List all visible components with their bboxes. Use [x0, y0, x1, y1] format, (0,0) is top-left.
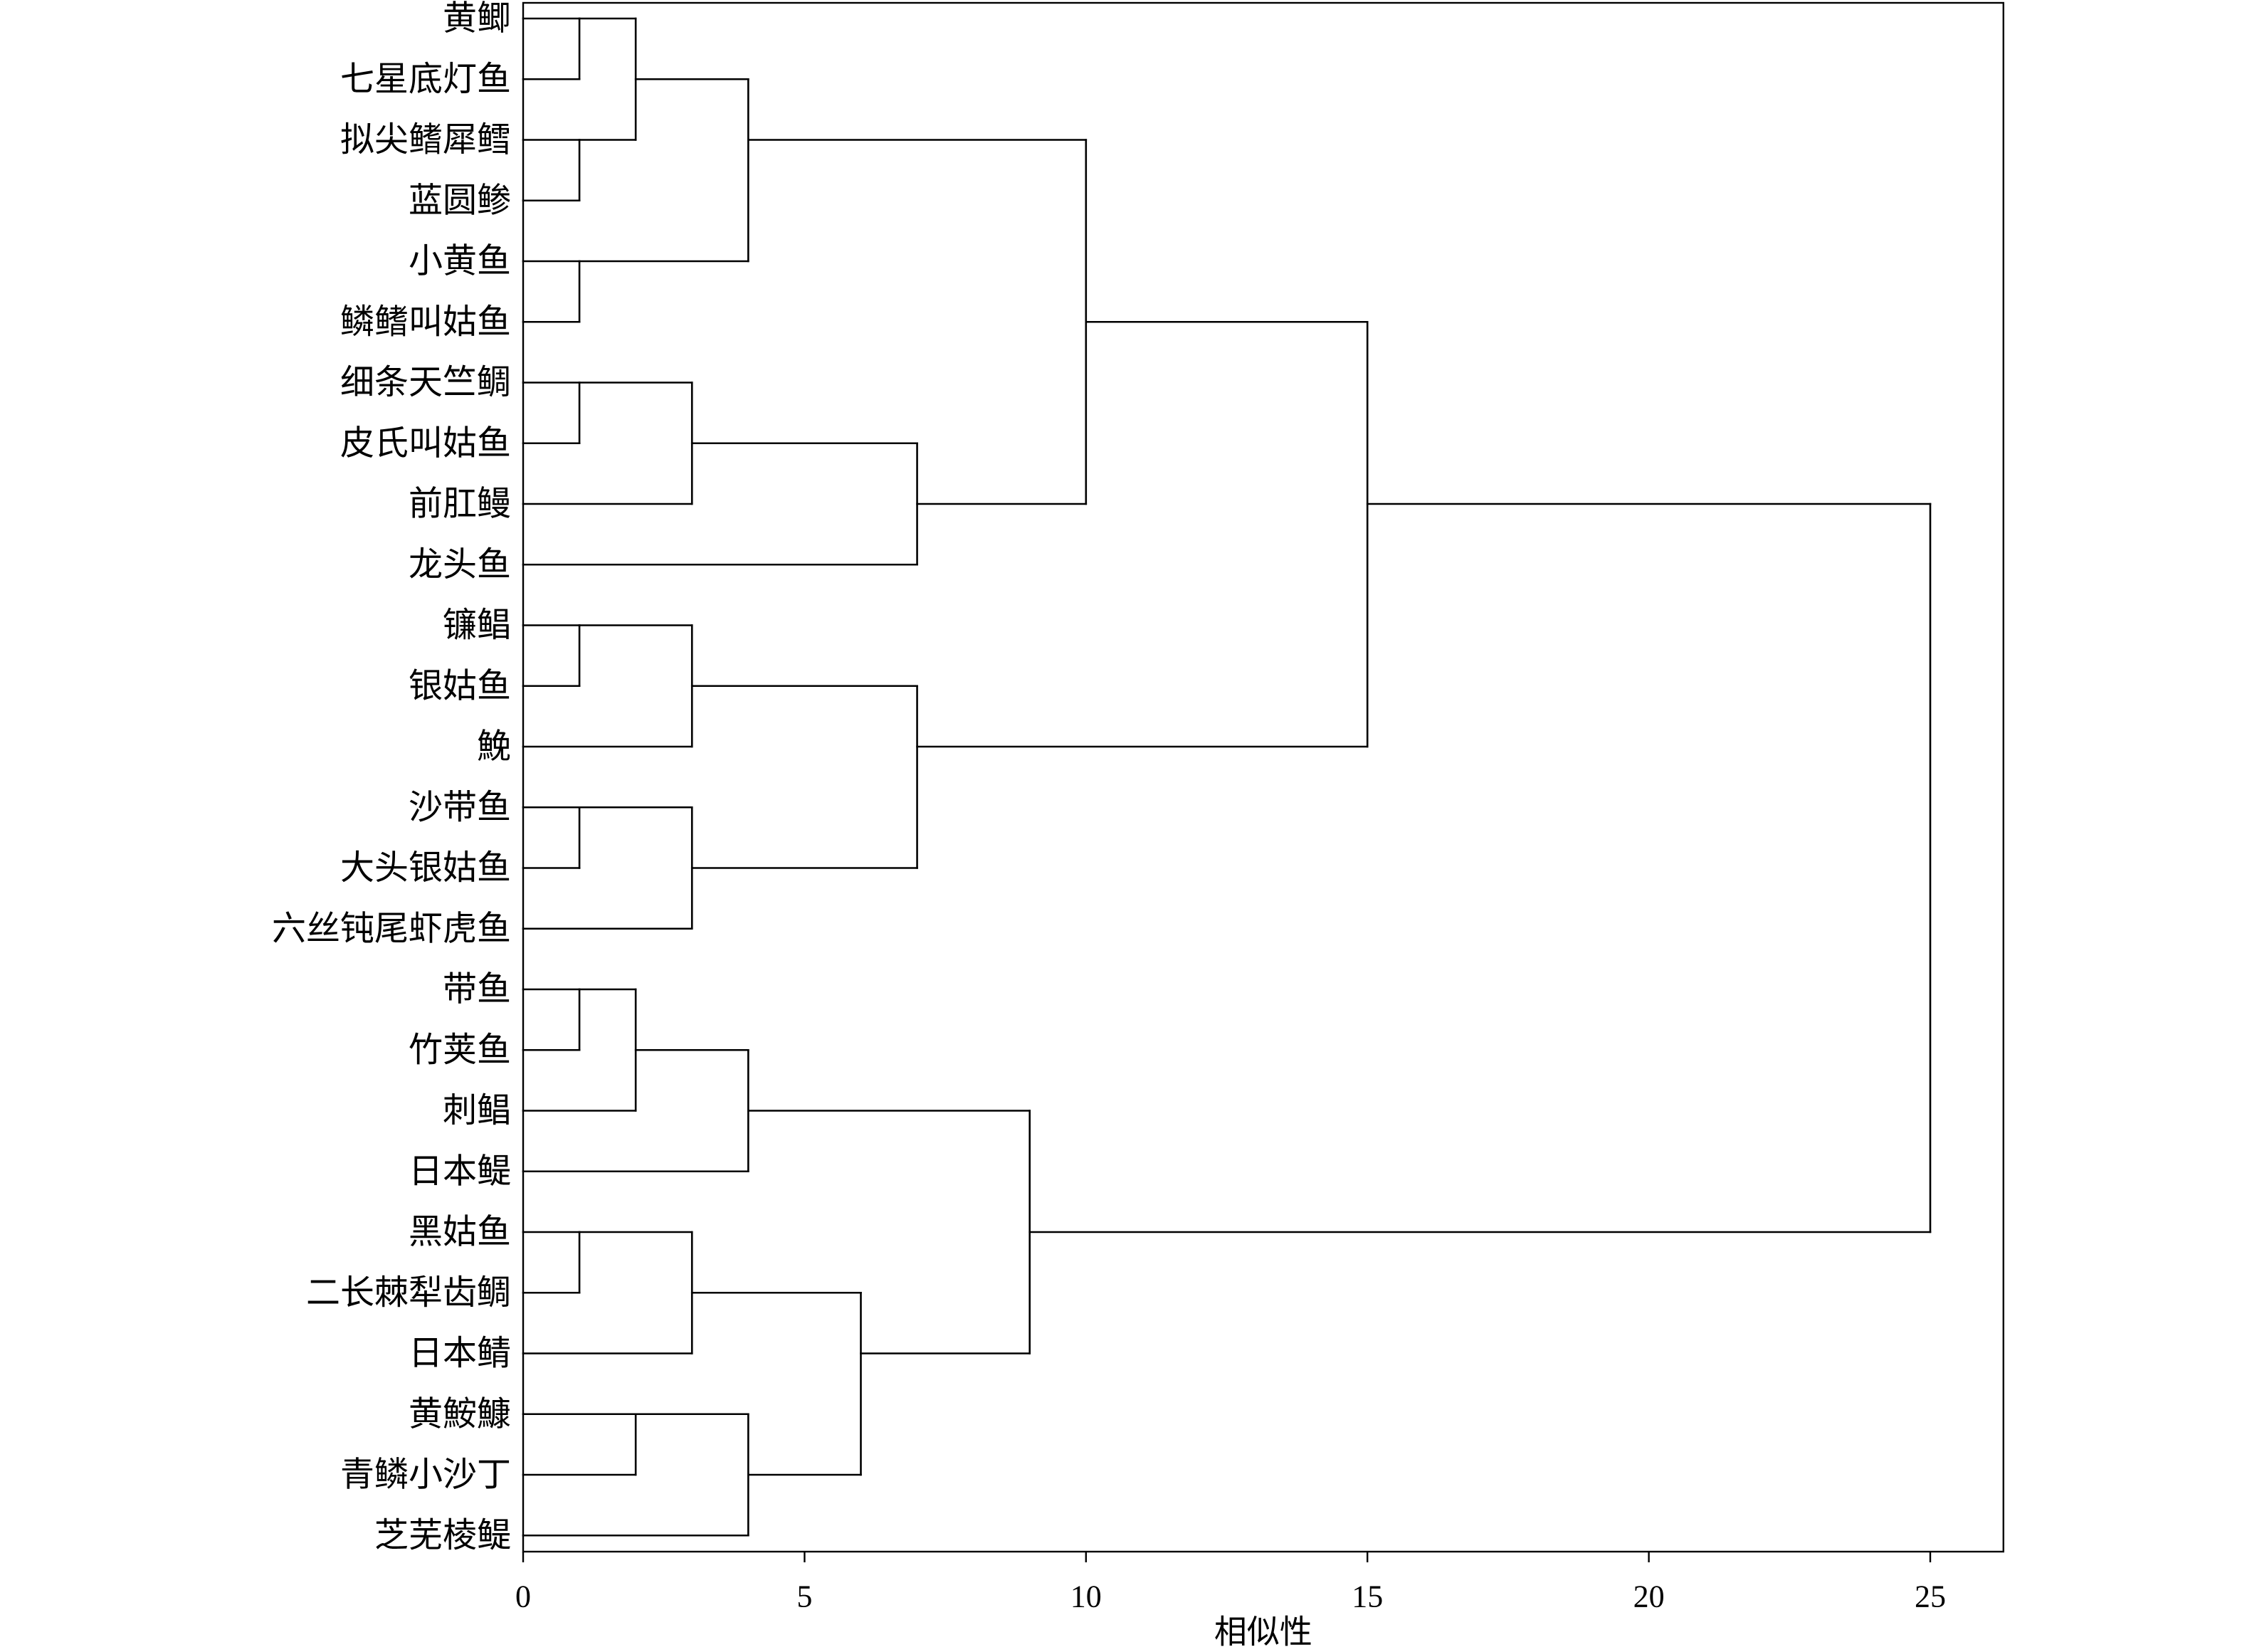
leaf-label: 二长棘犁齿鲷 [306, 1274, 511, 1312]
leaf-label: 日本鳀 [409, 1152, 511, 1190]
leaf-label: 芝芜棱鳀 [374, 1517, 511, 1554]
leaf-labels: 黄鲫七星底灯鱼拟尖鳍犀鳕蓝圆鲹小黄鱼鳞鳍叫姑鱼细条天竺鲷皮氏叫姑鱼前肛鳗龙头鱼镰… [272, 0, 511, 1554]
leaf-label: 黄鮟鱇 [409, 1395, 511, 1433]
leaf-label: 大头银姑鱼 [340, 849, 511, 887]
leaf-label: 七星底灯鱼 [340, 60, 511, 98]
dendrogram-branches [522, 17, 1932, 1537]
leaf-label: 蓝圆鲹 [409, 181, 511, 219]
x-tick-label: 5 [796, 1579, 812, 1614]
leaf-label: 沙带鱼 [409, 789, 511, 826]
x-axis-title: 相似性 [1214, 1614, 1312, 1651]
x-tick-label: 20 [1633, 1579, 1665, 1614]
leaf-label: 鮸 [477, 728, 511, 766]
leaf-label: 拟尖鳍犀鳕 [340, 121, 511, 159]
x-tick-label: 0 [515, 1579, 531, 1614]
leaf-label: 日本鲭 [409, 1335, 511, 1372]
leaf-label: 细条天竺鲷 [340, 364, 511, 401]
x-axis: 0 5 10 15 20 25 [515, 1552, 1946, 1614]
leaf-label: 六丝钝尾虾虎鱼 [272, 910, 511, 947]
leaf-label: 黄鲫 [443, 0, 511, 38]
leaf-label: 青鳞小沙丁 [340, 1456, 511, 1494]
leaf-label: 黑姑鱼 [409, 1214, 511, 1251]
leaf-label: 竹荚鱼 [409, 1031, 511, 1069]
leaf-label: 带鱼 [443, 971, 511, 1009]
x-tick-label: 25 [1915, 1579, 1946, 1614]
leaf-label: 镰鲳 [443, 606, 511, 644]
leaf-label: 龙头鱼 [409, 546, 511, 584]
x-tick-label: 15 [1352, 1579, 1383, 1614]
leaf-label: 鳞鳍叫姑鱼 [340, 303, 511, 341]
x-tick-label: 10 [1070, 1579, 1102, 1614]
plot-frame [522, 1, 2005, 1553]
leaf-label: 皮氏叫姑鱼 [340, 424, 511, 462]
leaf-label: 银姑鱼 [409, 667, 511, 705]
leaf-label: 小黄鱼 [409, 243, 511, 280]
leaf-label: 刺鲳 [443, 1092, 511, 1130]
leaf-label: 前肛鳗 [409, 485, 511, 523]
